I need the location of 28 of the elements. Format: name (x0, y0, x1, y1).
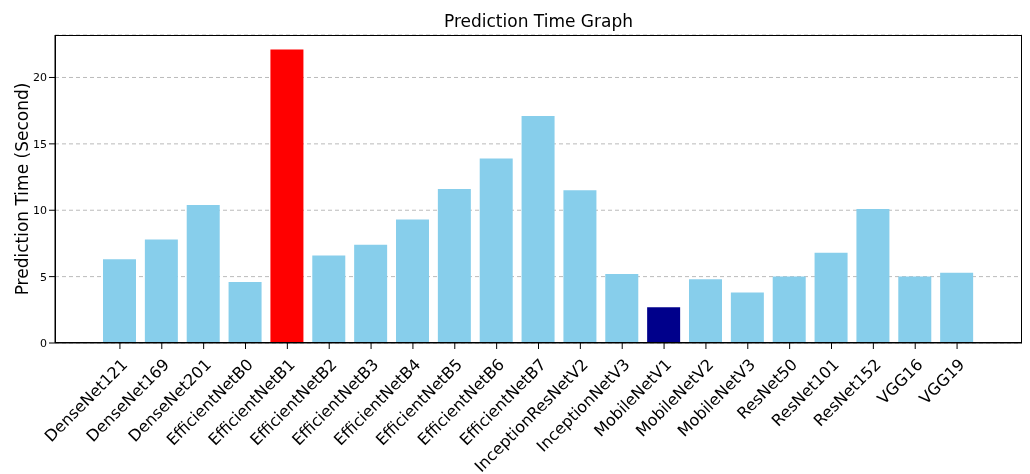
bar (396, 219, 429, 343)
bar (144, 239, 178, 343)
bar (228, 281, 262, 343)
bar (940, 272, 974, 343)
bar (521, 115, 555, 343)
bar (605, 273, 639, 343)
y-tick-label: 0 (40, 336, 47, 350)
bar (479, 158, 513, 343)
bar (647, 307, 681, 343)
bar (270, 49, 304, 343)
bar (563, 190, 597, 343)
y-axis-title: Prediction Time (Second) (12, 82, 32, 296)
bar (856, 208, 890, 343)
bar (689, 279, 722, 343)
bar (898, 276, 932, 343)
y-tick-label: 20 (33, 71, 47, 85)
bar (103, 259, 136, 343)
bar (186, 204, 220, 343)
bar (772, 276, 806, 343)
bar (312, 255, 346, 343)
bar (437, 189, 471, 343)
y-tick-label: 15 (33, 137, 47, 151)
bar (354, 244, 388, 343)
y-tick-label: 10 (33, 204, 47, 218)
y-tick-label: 5 (40, 270, 47, 284)
chart-title: Prediction Time Graph (443, 11, 634, 31)
bar (730, 292, 764, 343)
bar (814, 252, 848, 343)
